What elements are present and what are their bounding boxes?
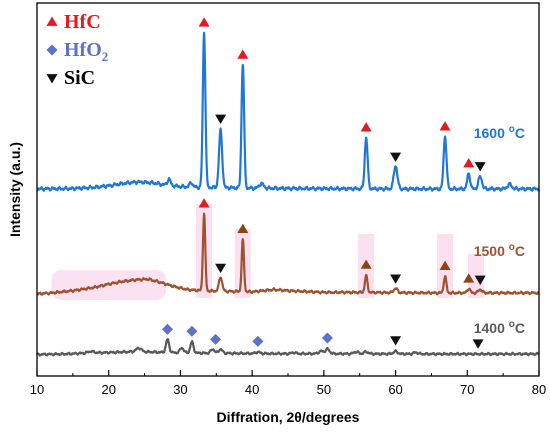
series-line-1400 <box>36 338 540 357</box>
legend: HfC HfO2 SiC <box>46 11 108 89</box>
highlight-band <box>196 204 213 298</box>
triangle-down-legend-icon <box>46 74 58 84</box>
x-axis: 10 20 30 40 50 60 70 80 <box>30 370 546 397</box>
triangle-up-marker <box>198 17 210 27</box>
triangle-down-marker <box>390 274 402 284</box>
temperature-label: 1600 oC <box>474 124 525 141</box>
diamond-marker <box>186 325 198 337</box>
triangle-down-marker <box>472 339 484 349</box>
triangle-down-marker <box>215 263 227 274</box>
x-tick-label: 80 <box>532 382 546 397</box>
diamond-legend-icon <box>46 44 58 56</box>
temperature-label: 1500 oC <box>474 242 525 259</box>
triangle-up-marker <box>439 260 451 271</box>
x-axis-title: Diffration, 2θ/degrees <box>217 409 360 425</box>
triangle-up-legend-icon <box>46 16 58 26</box>
triangle-up-marker <box>237 49 249 59</box>
series-layer <box>36 31 541 357</box>
triangle-down-marker <box>474 162 486 172</box>
x-tick-label: 10 <box>30 382 44 397</box>
triangle-up-marker <box>463 158 475 168</box>
triangle-up-marker <box>237 223 249 234</box>
legend-label: HfO2 <box>64 39 108 64</box>
triangle-down-marker <box>390 336 402 346</box>
diamond-marker <box>252 335 264 347</box>
triangle-up-marker <box>198 198 210 208</box>
triangle-up-marker <box>360 259 372 269</box>
triangle-down-marker <box>474 275 486 285</box>
marker-layer <box>162 17 486 349</box>
series-line-1600 <box>36 31 541 192</box>
series-line-1500 <box>36 212 540 296</box>
diamond-marker <box>321 332 333 344</box>
triangle-up-marker <box>439 121 451 131</box>
x-tick-label: 60 <box>388 382 402 397</box>
legend-label: SiC <box>64 67 95 89</box>
diamond-marker <box>162 323 174 335</box>
x-tick-label: 40 <box>245 382 259 397</box>
x-tick-label: 30 <box>173 382 187 397</box>
highlight-band <box>234 229 251 298</box>
x-tick-label: 20 <box>101 382 115 397</box>
x-tick-label: 70 <box>460 382 474 397</box>
triangle-up-marker <box>463 273 475 283</box>
triangle-down-marker <box>390 152 402 163</box>
x-tick-label: 50 <box>317 382 331 397</box>
diamond-marker <box>210 333 222 345</box>
triangle-down-marker <box>215 114 227 124</box>
legend-label: HfC <box>64 11 101 33</box>
temperature-label: 1400 oC <box>474 319 525 336</box>
triangle-up-marker <box>360 122 372 132</box>
y-axis-title: Intensity (a.u.) <box>7 142 23 237</box>
